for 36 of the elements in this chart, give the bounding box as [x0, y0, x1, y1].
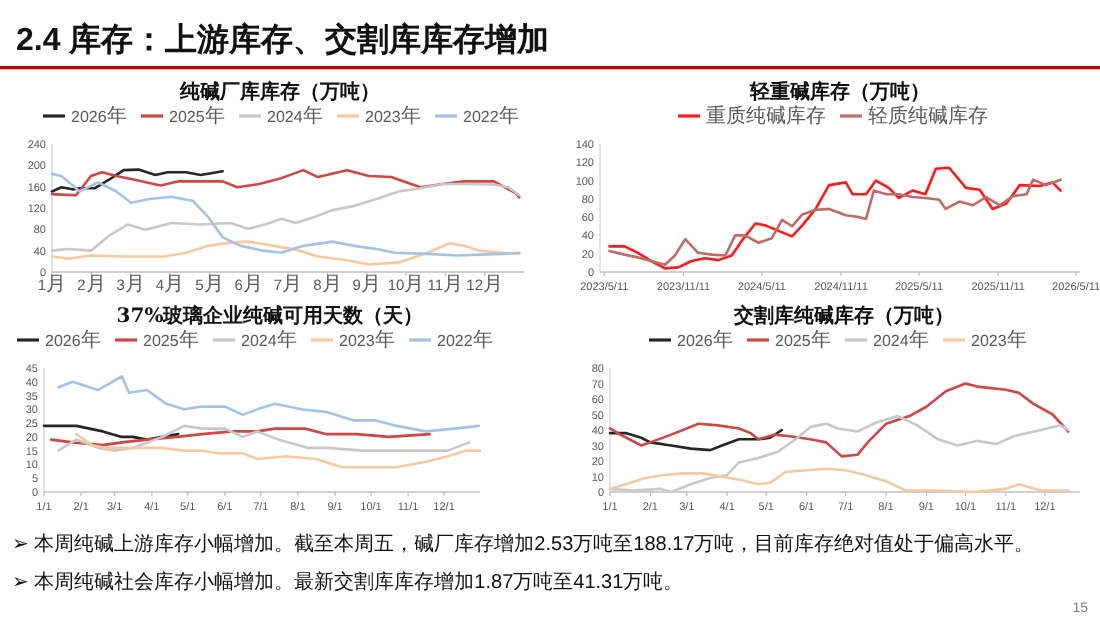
- line-series: [608, 382, 1070, 458]
- line-series: [50, 240, 521, 266]
- chart-title: 纯碱厂库库存（万吨）: [178, 80, 380, 104]
- legend-label: 2025年: [143, 328, 199, 352]
- chart-title: 轻重碱库存（万吨）: [748, 80, 930, 104]
- text: ➢ 本周纯碱上游库存小幅增加。截至本周五，碱厂库存增加2.53万吨至188.17万吨，目前库存绝对值处于偏高水平。: [12, 532, 1035, 556]
- legend-label: 2022年: [437, 328, 493, 352]
- legend-label: 2024年: [241, 328, 297, 352]
- legend-label: 2025年: [775, 328, 831, 352]
- line-series: [75, 432, 482, 469]
- chart-title: 交割库纯碱库存（万吨）: [732, 304, 954, 328]
- line-series: [608, 166, 1062, 270]
- text: 2.4 库存：上游库存、交割库库存增加: [16, 20, 550, 58]
- legend-label: 2023年: [365, 104, 421, 128]
- legend-label: 2023年: [971, 328, 1027, 352]
- legend-label: 2024年: [873, 328, 929, 352]
- line-series: [50, 168, 224, 193]
- legend-label: 2022年: [463, 104, 519, 128]
- legend-label: 2026年: [71, 104, 127, 128]
- legend-label: 2025年: [169, 104, 225, 128]
- legend-label: 重质纯碱库存: [706, 104, 826, 128]
- legend-label: 轻质纯碱库存: [868, 104, 988, 128]
- line-series: [49, 427, 431, 447]
- text: ➢ 本周纯碱社会库存小幅增加。最新交割库库存增加1.87万吨至41.31万吨。: [12, 570, 684, 594]
- legend-label: 2023年: [339, 328, 395, 352]
- line-series: [57, 424, 471, 452]
- legend-label: 2024年: [267, 104, 323, 128]
- line-series: [42, 424, 180, 441]
- line-series: [608, 428, 784, 452]
- chart-title: 37%玻璃企业纯碱可用天数（天）: [116, 304, 424, 328]
- legend-label: 2026年: [45, 328, 101, 352]
- line-series: [608, 467, 1070, 494]
- line-series: [608, 178, 1062, 266]
- line-series: [50, 168, 521, 199]
- legend-label: 2026年: [677, 328, 733, 352]
- line-series: [57, 374, 481, 433]
